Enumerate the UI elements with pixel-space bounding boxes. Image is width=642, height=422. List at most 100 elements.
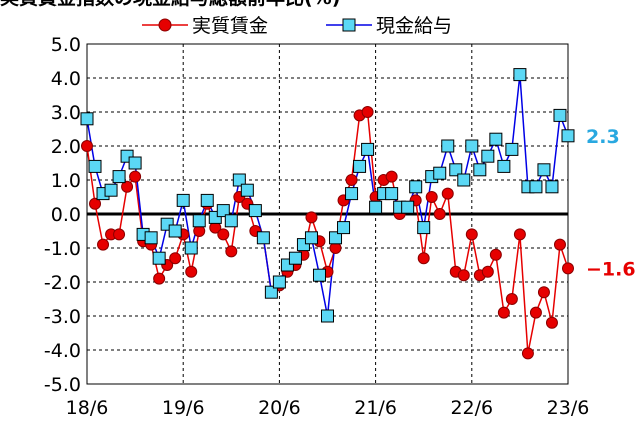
real-wage-point <box>345 174 358 186</box>
end-labels: −1.6 2.3 <box>586 126 636 281</box>
cash-pay-point <box>272 275 286 289</box>
legend-real-wage-label: 実質賃金 <box>192 15 268 37</box>
cash-pay-point <box>537 163 551 177</box>
real-wage-point <box>361 106 374 118</box>
real-wage-point <box>169 252 182 265</box>
cash-pay-point <box>329 231 343 245</box>
cash-pay-point <box>240 183 254 197</box>
real-wage-point <box>497 306 510 319</box>
y-tick-label: 5.0 <box>51 34 81 56</box>
cash-pay-point <box>489 132 503 146</box>
real-wage-point <box>385 170 398 183</box>
cash-pay-point <box>409 180 423 194</box>
x-tick-label: 19/6 <box>162 397 205 419</box>
y-tick-label: -1.0 <box>44 238 81 260</box>
y-tick-label: -4.0 <box>44 340 81 362</box>
legend-real-wage-marker <box>158 18 172 32</box>
real-wage-point <box>441 187 454 200</box>
real-wage-point <box>505 293 518 305</box>
cash-pay-point <box>369 200 383 214</box>
cash-pay-point <box>304 231 318 245</box>
real-wage-point <box>513 228 526 241</box>
real-wage-point <box>97 238 110 251</box>
legend-cash-pay-marker <box>342 18 356 32</box>
cash-pay-point <box>473 163 487 177</box>
x-tick-label: 23/6 <box>547 397 590 419</box>
x-tick-label: 18/6 <box>66 397 109 419</box>
chart-title: 実質賃金指数の現金給与総額前年比(%) <box>0 0 340 9</box>
cash-pay-point <box>561 129 575 143</box>
real-wage-point <box>113 228 126 241</box>
cash-pay-point <box>216 204 230 218</box>
y-tick-label: -5.0 <box>44 374 81 396</box>
real-wage-point <box>185 265 198 278</box>
cash-pay-point <box>168 224 182 238</box>
real-wage-point <box>545 316 558 329</box>
cash-pay-point <box>312 268 326 282</box>
cash-pay-point <box>224 214 238 228</box>
cash-pay-point <box>248 204 262 218</box>
cash-pay-point <box>353 159 367 173</box>
cash-pay-point <box>256 231 270 245</box>
real-wage-point <box>521 347 534 360</box>
real-wage-point <box>81 140 93 152</box>
cash-pay-point <box>505 142 519 156</box>
cash-pay-point <box>497 159 511 173</box>
cash-pay-point <box>288 251 302 265</box>
real-wage-end-label: −1.6 <box>586 258 636 280</box>
cash-pay-point <box>441 139 455 153</box>
y-tick-label: 0.0 <box>51 204 81 226</box>
grid <box>87 44 568 384</box>
cash-pay-point <box>80 112 94 126</box>
cash-pay-point <box>433 166 447 180</box>
legend-cash-pay-label: 現金給与 <box>376 15 452 37</box>
cash-pay-point <box>513 68 527 82</box>
cash-pay-point <box>457 173 471 187</box>
y-tick-label: -2.0 <box>44 272 81 294</box>
legend: 実質賃金 現金給与 <box>142 15 452 37</box>
real-wage-point <box>457 269 470 282</box>
real-wage-point <box>225 245 238 258</box>
real-wage-point <box>562 262 574 275</box>
cash-pay-point <box>553 108 567 122</box>
x-tick-labels: 18/6 19/6 20/6 21/6 22/6 23/6 <box>66 397 590 419</box>
y-tick-labels: 5.0 4.0 3.0 2.0 1.0 0.0 -1.0 -2.0 -3.0 -4.0 -5.0 <box>44 34 81 396</box>
real-wage-point <box>553 238 566 251</box>
real-wage-point <box>89 197 102 210</box>
cash-pay-point <box>385 187 399 201</box>
series-layer <box>80 68 575 360</box>
cash-pay-end-label: 2.3 <box>586 126 620 148</box>
cash-pay-point <box>152 251 166 265</box>
real-wage-point <box>433 208 446 220</box>
cash-pay-point <box>232 173 246 187</box>
y-tick-label: 3.0 <box>51 102 81 124</box>
y-tick-label: 1.0 <box>51 170 81 192</box>
cash-pay-point <box>545 180 559 194</box>
cash-pay-point <box>361 142 375 156</box>
cash-pay-point <box>529 180 543 194</box>
real-wage-point <box>537 286 550 299</box>
cash-pay-point <box>481 149 495 163</box>
real-wage-point <box>425 191 438 203</box>
cash-pay-point <box>184 241 198 255</box>
cash-pay-point <box>200 193 214 207</box>
real-wage-point <box>121 180 134 193</box>
real-wage-point <box>481 265 494 278</box>
cash-pay-point <box>417 221 431 235</box>
cash-pay-point <box>264 285 278 299</box>
cash-pay-point <box>465 139 479 153</box>
real-wage-point <box>489 248 502 261</box>
cash-pay-point <box>104 183 118 197</box>
cash-pay-point <box>88 159 102 173</box>
cash-pay-point <box>192 214 206 228</box>
cash-pay-point <box>128 156 142 170</box>
cash-pay-point <box>321 309 334 323</box>
cash-pay-point <box>112 170 126 184</box>
y-tick-label: -3.0 <box>44 306 81 328</box>
x-tick-label: 22/6 <box>450 397 493 419</box>
cash-pay-point <box>144 231 158 245</box>
cash-pay-point <box>176 193 190 207</box>
cash-pay-point <box>337 221 351 235</box>
real-wage-point <box>465 228 478 241</box>
